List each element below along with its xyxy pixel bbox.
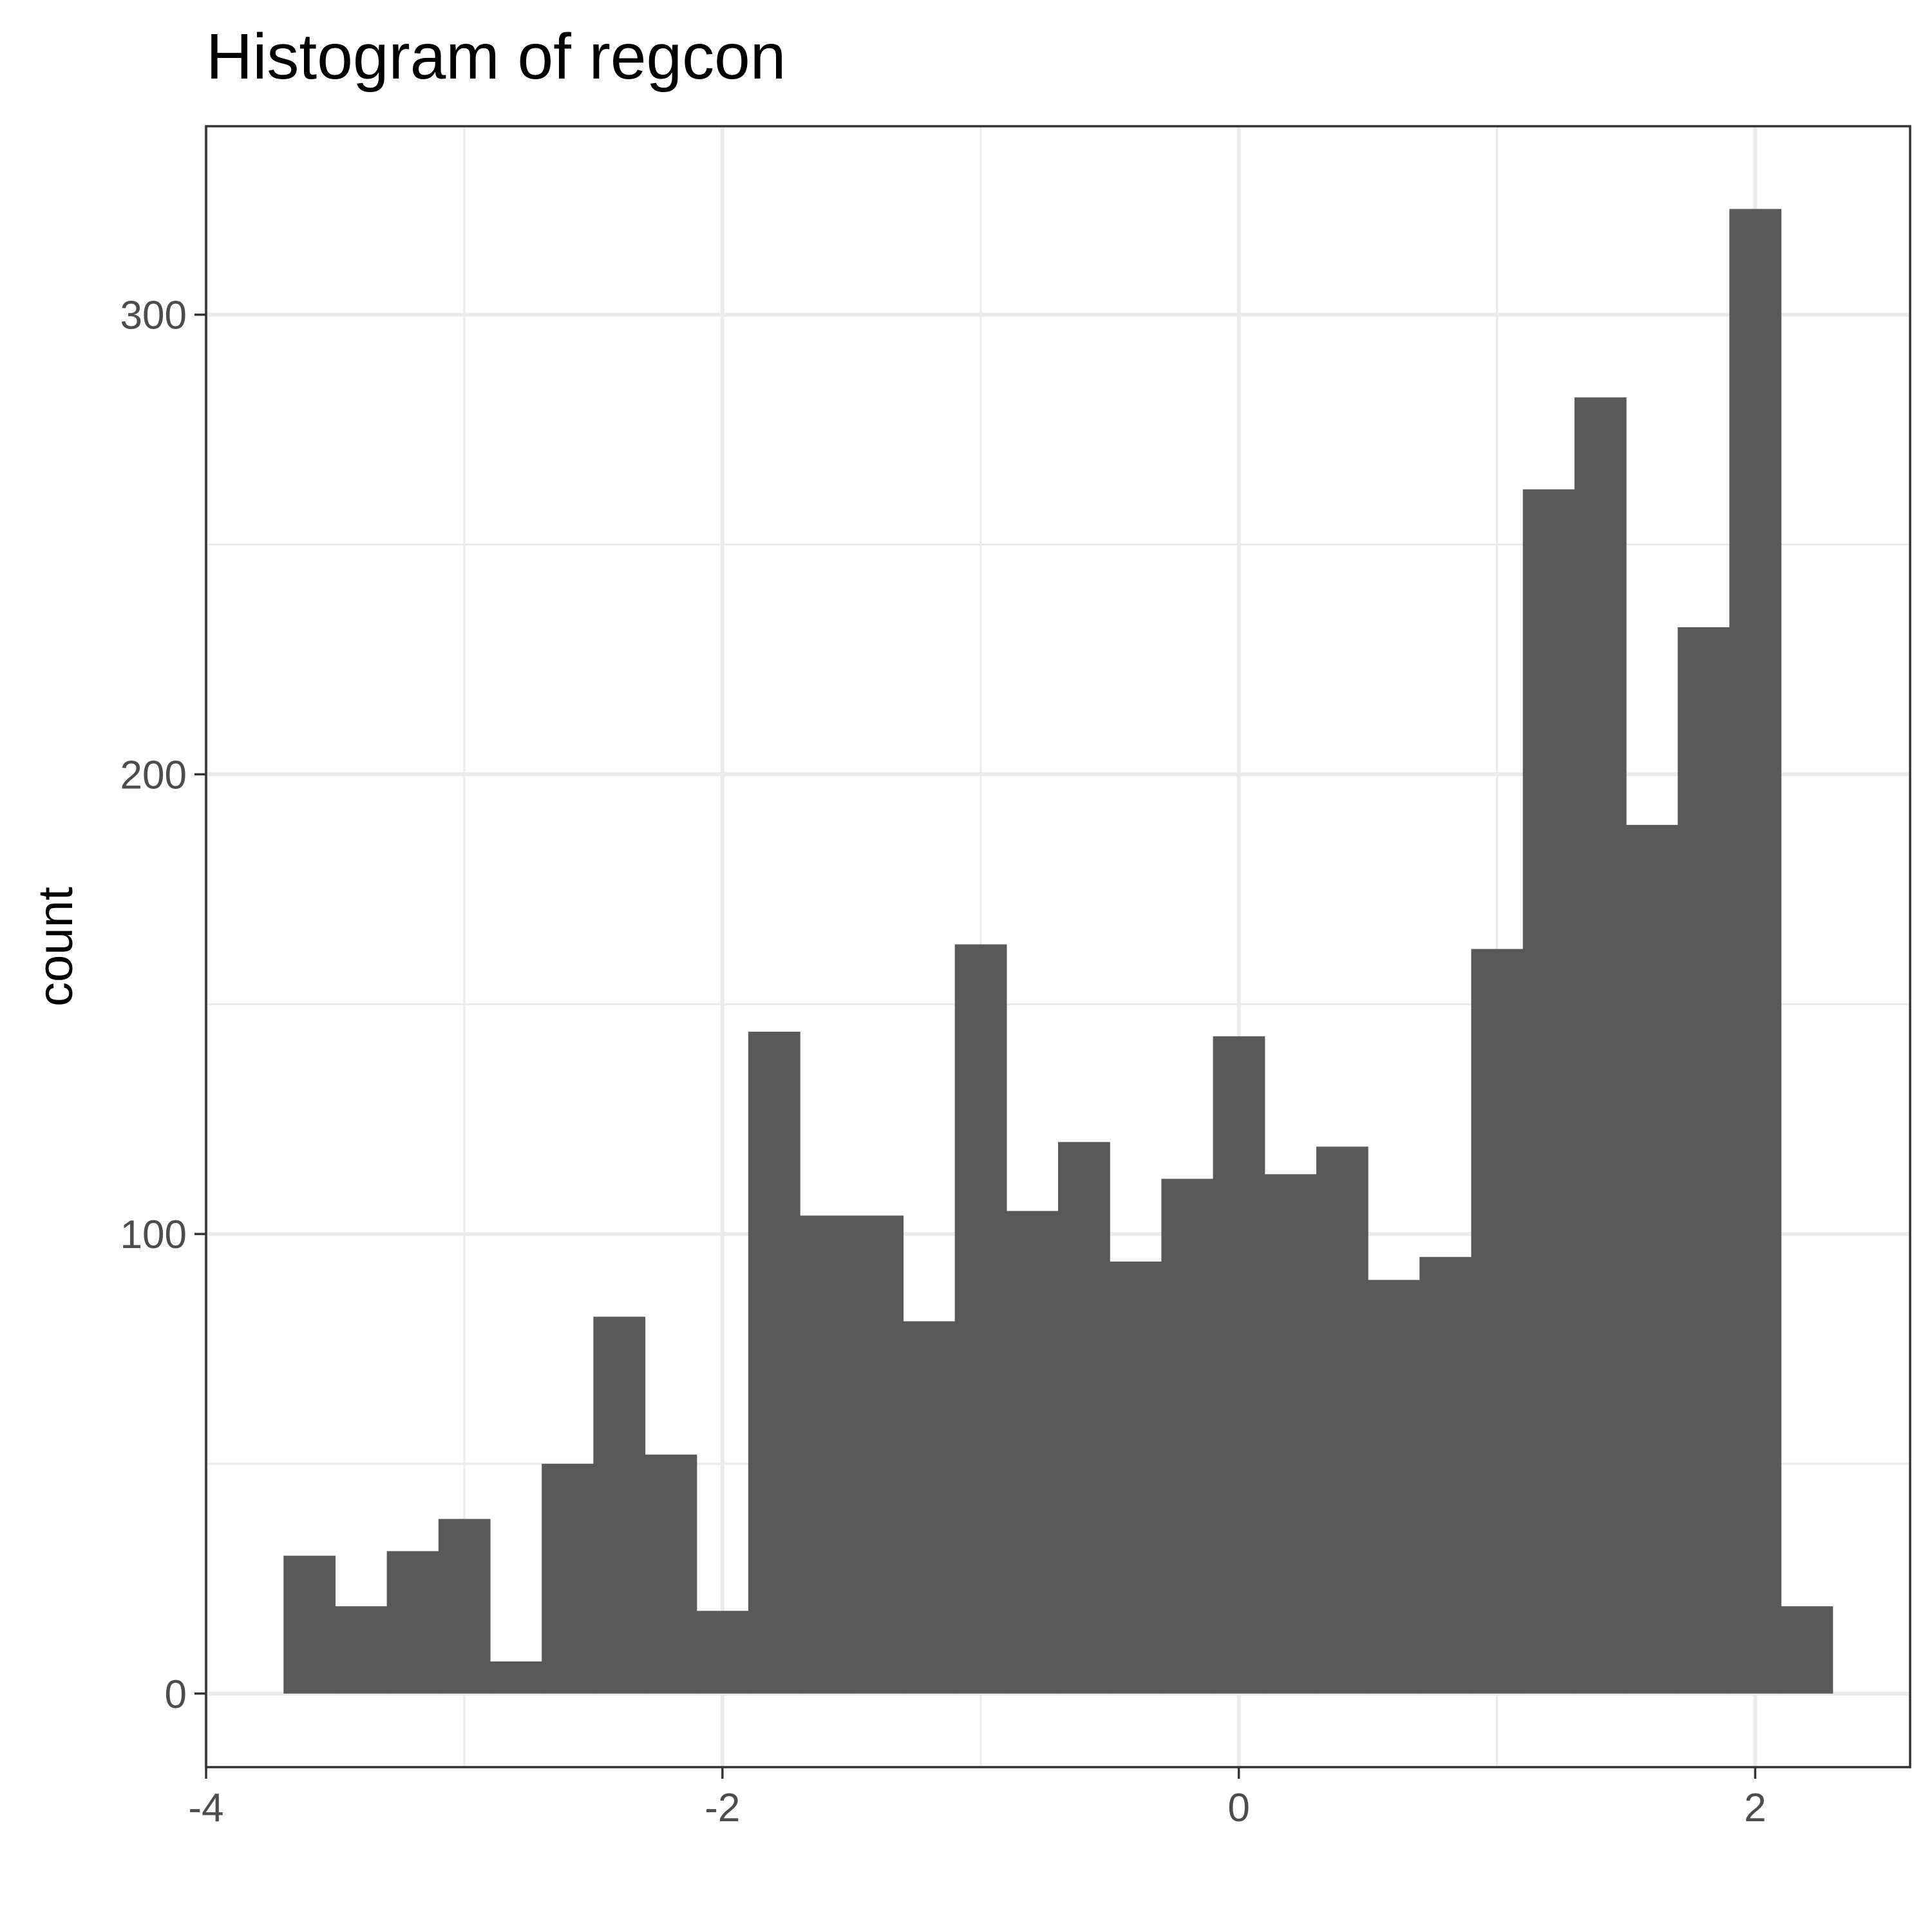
histogram-bar	[1264, 1174, 1317, 1694]
y-tick-label: 300	[120, 294, 187, 338]
y-axis-label: count	[28, 887, 83, 1007]
histogram-bar	[800, 1215, 852, 1694]
x-tick-label: -2	[705, 1786, 740, 1830]
histogram-bar	[438, 1519, 491, 1694]
histogram-bar	[386, 1551, 439, 1694]
y-tick-label: 100	[120, 1213, 187, 1257]
histogram-bar	[1316, 1146, 1368, 1694]
histogram-bar	[1161, 1179, 1214, 1694]
histogram-bar	[748, 1032, 800, 1694]
minor-gridlines	[206, 126, 1910, 1767]
histogram-bar	[490, 1661, 542, 1694]
histogram-bar	[696, 1611, 749, 1694]
x-tick-label: -4	[188, 1786, 223, 1830]
histogram-bar	[1729, 209, 1782, 1694]
histogram-bar	[542, 1463, 594, 1694]
x-tick-label: 0	[1227, 1786, 1249, 1830]
histogram-bar	[335, 1606, 388, 1694]
histogram-bar	[1781, 1606, 1833, 1694]
histogram-bar	[283, 1555, 336, 1694]
histogram-bar	[1058, 1142, 1110, 1694]
histogram-bar	[954, 944, 1007, 1694]
histogram-bar	[1522, 489, 1575, 1694]
histogram-bar	[851, 1215, 904, 1694]
histogram-bar	[1574, 397, 1627, 1694]
chart-title: Histogram of regcon	[206, 21, 786, 93]
x-axis: -4 -2 0 2	[188, 1767, 1766, 1830]
histogram-bar	[1110, 1261, 1162, 1694]
histogram-bar	[593, 1316, 646, 1694]
x-tick-label: 2	[1744, 1786, 1766, 1830]
histogram-bar	[903, 1321, 956, 1694]
y-tick-label: 200	[120, 753, 187, 797]
histogram-bar	[1678, 627, 1730, 1694]
histogram-bar	[1471, 949, 1524, 1694]
histogram-bar	[1006, 1211, 1059, 1694]
histogram-bar	[1419, 1256, 1472, 1694]
histogram-bar	[1626, 824, 1678, 1694]
histogram-bar	[645, 1454, 697, 1694]
y-axis: 0 100 200 300	[120, 294, 206, 1717]
histogram-bars	[283, 209, 1833, 1694]
y-tick-label: 0	[165, 1672, 187, 1717]
histogram-bar	[1213, 1036, 1265, 1694]
histogram-bar	[1368, 1280, 1420, 1694]
plot-panel-border	[205, 125, 1911, 1768]
